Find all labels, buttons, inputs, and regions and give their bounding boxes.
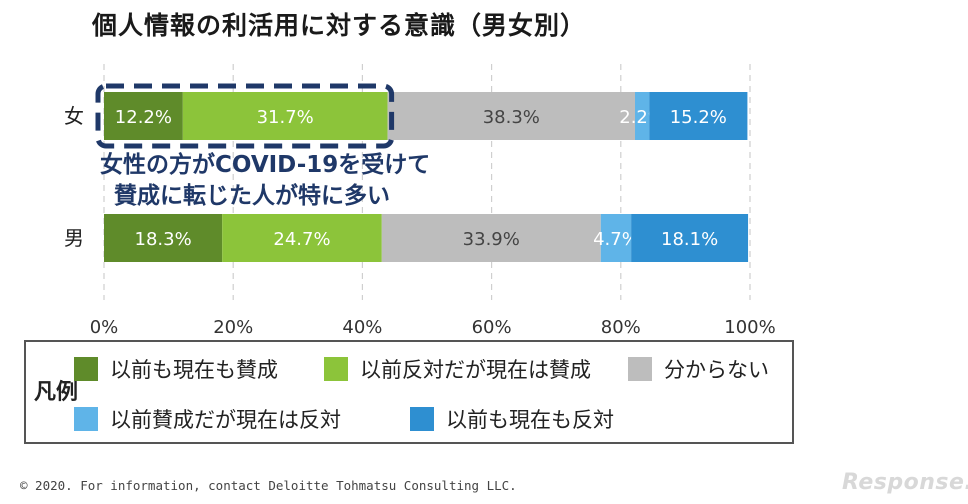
category-label-0: 女 — [64, 104, 84, 128]
data-label-0-2: 38.3% — [483, 107, 540, 128]
category-labels: 女男 — [64, 104, 84, 250]
bar-1-1 — [222, 214, 382, 262]
legend-item-2: 分からない — [628, 354, 769, 384]
legend-swatch-4 — [410, 407, 434, 431]
legend-item-4: 以前も現在も反対 — [410, 404, 614, 434]
bar-1-0 — [104, 214, 223, 262]
response-logo: Response. — [842, 470, 968, 495]
data-label-1-3: 4.7% — [593, 229, 639, 250]
legend: 凡例 以前も現在も賛成 以前反対だが現在は賛成 分からない 以前賛成だが現在は反… — [24, 340, 794, 444]
chart-title: 個人情報の利活用に対する意識（男女別） — [92, 11, 587, 40]
data-label-1-2: 33.9% — [463, 229, 520, 250]
legend-label-2: 分からない — [664, 358, 769, 382]
bar-1-4 — [631, 214, 749, 262]
data-label-1-1: 24.7% — [273, 229, 330, 250]
data-label-0-1: 31.7% — [257, 107, 314, 128]
data-label-1-0: 18.3% — [135, 229, 192, 250]
bars: 12.2% 31.7% 38.3% 2.2% 15.2%18.3% 24.7% 33.9% 4… — [104, 92, 749, 262]
bar-0-3 — [635, 92, 650, 140]
x-tick-labels: 0% 20% 40% 60% 80% 100% — [90, 317, 776, 338]
bar-0-1 — [182, 92, 388, 140]
legend-swatch-0 — [74, 357, 98, 381]
x-tick-label-0: 0% — [90, 317, 119, 338]
bar-0-0 — [104, 92, 183, 140]
annotation-line-2: 賛成に転じた人が特に多い — [114, 183, 390, 209]
legend-item-1: 以前反対だが現在は賛成 — [324, 354, 591, 384]
x-tick-label-5: 100% — [724, 317, 775, 338]
bar-0-4 — [649, 92, 748, 140]
legend-swatch-3 — [74, 407, 98, 431]
legend-label-1: 以前反対だが現在は賛成 — [360, 358, 591, 382]
bar-1-3 — [600, 214, 632, 262]
data-label-0-0: 12.2% — [115, 107, 172, 128]
bar-1-2 — [381, 214, 601, 262]
legend-label-3: 以前賛成だが現在は反対 — [110, 408, 341, 432]
x-tick-label-3: 60% — [472, 317, 512, 338]
legend-item-0: 以前も現在も賛成 — [74, 354, 278, 384]
x-tick-label-1: 20% — [213, 317, 253, 338]
legend-title: 凡例 — [34, 380, 79, 405]
category-label-1: 男 — [64, 226, 84, 250]
legend-label-4: 以前も現在も反対 — [446, 408, 614, 432]
legend-swatch-1 — [324, 357, 348, 381]
legend-item-3: 以前賛成だが現在は反対 — [74, 404, 341, 434]
highlight-box — [95, 83, 395, 149]
annotation-line-1: 女性の方がCOVID-19を受けて — [100, 152, 431, 178]
stacked-bar-plot: 12.2% 31.7% 38.3% 2.2% 15.2%18.3% 24.7% 33.9% 4… — [64, 64, 776, 338]
copyright-notice: © 2020. For information, contact Deloitt… — [20, 478, 517, 493]
legend-swatch-2 — [628, 357, 652, 381]
annotation: 女性の方がCOVID-19を受けて 賛成に転じた人が特に多い — [100, 150, 430, 212]
bar-0-2 — [387, 92, 636, 140]
x-tick-label-4: 80% — [601, 317, 641, 338]
data-label-1-4: 18.1% — [661, 229, 718, 250]
data-label-0-4: 15.2% — [670, 107, 727, 128]
legend-label-0: 以前も現在も賛成 — [110, 358, 278, 382]
x-tick-label-2: 40% — [342, 317, 382, 338]
